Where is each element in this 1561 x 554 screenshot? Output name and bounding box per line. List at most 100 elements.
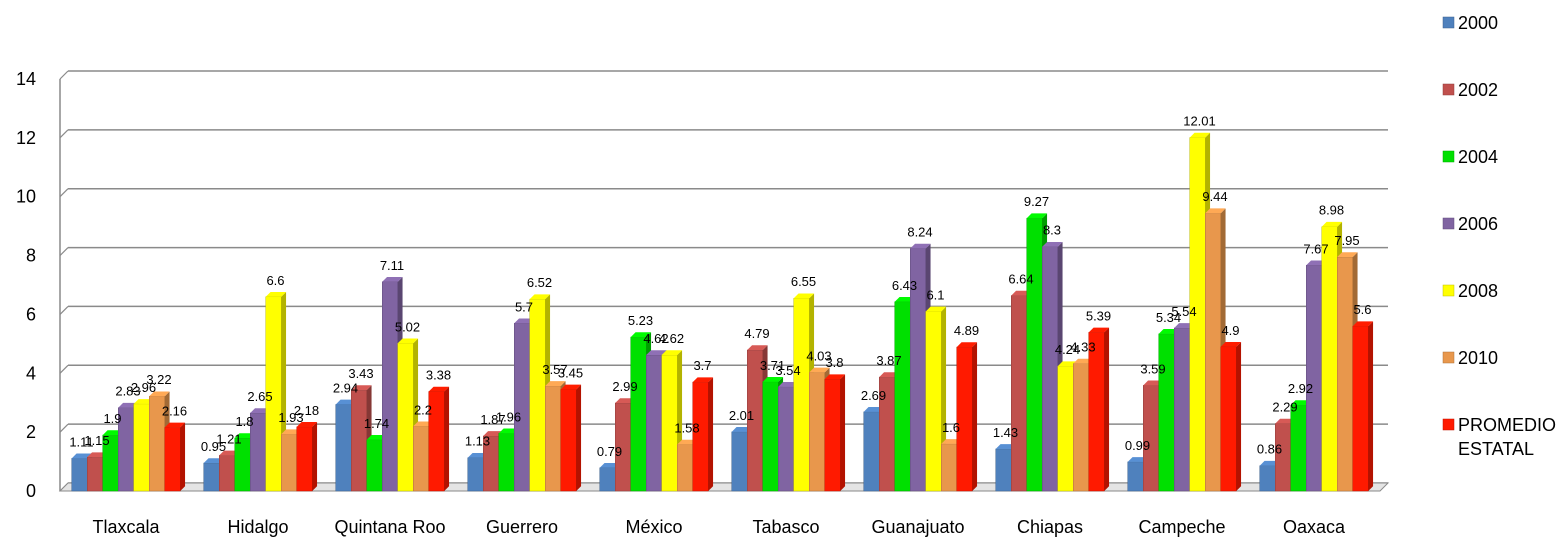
data-label: 2.18: [294, 403, 319, 418]
data-label: 1.96: [496, 409, 521, 424]
x-tick-label: México: [625, 517, 682, 537]
x-tick-label: Oaxaca: [1283, 517, 1346, 537]
bars: [71, 132, 1374, 492]
data-labels: 1.111.15 1.9 2.832.963.22 2.16 0.951.21 1.8 2.…: [69, 114, 1371, 459]
data-label: 4.24: [1055, 342, 1080, 357]
y-tick-label: 6: [26, 304, 36, 324]
legend-swatch: [1442, 284, 1455, 297]
data-label: 5.34: [1156, 310, 1181, 325]
data-label: 3.57: [542, 362, 567, 377]
data-label: 2.29: [1272, 400, 1297, 415]
data-label: 3.8: [825, 355, 843, 370]
x-tick-label: Campeche: [1138, 517, 1225, 537]
data-label: 2.96: [131, 380, 156, 395]
legend-swatch: [1442, 16, 1455, 29]
legend: 2000 2002 2004 2006 2008 2010 PROMEDIO ESTATAL: [1442, 13, 1556, 459]
legend-label: 2010: [1458, 348, 1498, 368]
data-label: 2.2: [414, 402, 432, 417]
bar: [164, 422, 186, 492]
gridline-depth: [59, 70, 69, 80]
data-label: 2.92: [1288, 381, 1313, 396]
bar: [1352, 321, 1374, 492]
gridline-depth: [59, 188, 69, 198]
data-label: 0.99: [1125, 438, 1150, 453]
data-label: 6.52: [527, 275, 552, 290]
y-tick-label: 4: [26, 363, 36, 383]
legend-label: 2006: [1458, 214, 1498, 234]
data-label: 0.79: [597, 444, 622, 459]
x-tick-label: Tabasco: [752, 517, 819, 537]
data-label: 0.95: [201, 439, 226, 454]
legend-item: 2002: [1442, 80, 1498, 100]
data-label: 8.98: [1319, 203, 1344, 218]
data-label: 3.7: [693, 358, 711, 373]
data-label: 2.99: [612, 379, 637, 394]
data-label: 3.38: [426, 368, 451, 383]
data-label: 1.6: [942, 420, 960, 435]
legend-label: 2004: [1458, 147, 1498, 167]
data-label: 9.44: [1202, 189, 1227, 204]
data-label: 1.13: [465, 434, 490, 449]
y-tick-label: 2: [26, 422, 36, 442]
data-label: 3.45: [558, 365, 583, 380]
data-label: 9.27: [1024, 194, 1049, 209]
data-label: 2.94: [333, 380, 358, 395]
data-label: 2.16: [162, 403, 187, 418]
legend-label: PROMEDIO: [1458, 415, 1556, 435]
legend-swatch: [1442, 351, 1455, 364]
data-label: 1.21: [216, 431, 241, 446]
x-tick-label: Hidalgo: [227, 517, 288, 537]
y-tick-label: 0: [26, 481, 36, 501]
data-label: 6.6: [266, 273, 284, 288]
data-label: 1.15: [84, 433, 109, 448]
data-label: 1.8: [235, 414, 253, 429]
data-label: 2.83: [115, 384, 140, 399]
data-label: 1.9: [103, 411, 121, 426]
data-label: 5.39: [1086, 308, 1111, 323]
data-label: 4.9: [1221, 323, 1239, 338]
data-label: 0.86: [1257, 442, 1282, 457]
gridline-depth: [59, 306, 69, 315]
legend-item: 2006: [1442, 214, 1498, 234]
legend-swatch: [1442, 418, 1455, 431]
legend-item: 2010: [1442, 348, 1498, 368]
x-tick-label: Guanajuato: [871, 517, 964, 537]
bar: [428, 386, 450, 492]
x-tick-label: Guerrero: [486, 517, 558, 537]
bar: [1220, 342, 1242, 492]
data-label: 1.87: [480, 412, 505, 427]
data-label: 3.54: [775, 363, 800, 378]
legend-swatch: [1442, 150, 1455, 163]
data-label: 5.23: [628, 313, 653, 328]
data-label: 1.74: [364, 416, 389, 431]
chart-grid: [59, 70, 1388, 492]
data-label: 5.54: [1171, 304, 1196, 319]
data-label: 5.7: [515, 299, 533, 314]
y-tick-label: 12: [16, 128, 36, 148]
legend-item: 2008: [1442, 281, 1498, 301]
data-label: 2.01: [729, 408, 754, 423]
gridline-depth: [59, 247, 69, 256]
data-label: 7.67: [1303, 241, 1328, 256]
gridline-depth: [59, 423, 69, 433]
legend-label: 2000: [1458, 13, 1498, 33]
data-label: 7.11: [380, 258, 404, 273]
data-label: 3.59: [1140, 361, 1165, 376]
data-label: 3.43: [348, 366, 373, 381]
gridline-depth: [59, 364, 69, 374]
x-axis-labels: Tlaxcala Hidalgo Quintana Roo Guerrero Méxic…: [92, 517, 1346, 537]
x-tick-label: Quintana Roo: [334, 517, 445, 537]
legend-label: ESTATAL: [1458, 439, 1534, 459]
legend-item: 2004: [1442, 147, 1498, 167]
data-label: 1.43: [993, 425, 1018, 440]
data-label: 6.64: [1008, 272, 1033, 287]
data-label: 4.33: [1070, 340, 1095, 355]
data-label: 3.87: [876, 353, 901, 368]
legend-label: 2008: [1458, 281, 1498, 301]
bar: [560, 384, 582, 492]
data-label: 4.79: [744, 326, 769, 341]
bar: [529, 294, 551, 492]
data-label: 1.11: [69, 434, 93, 449]
y-tick-label: 8: [26, 246, 36, 266]
